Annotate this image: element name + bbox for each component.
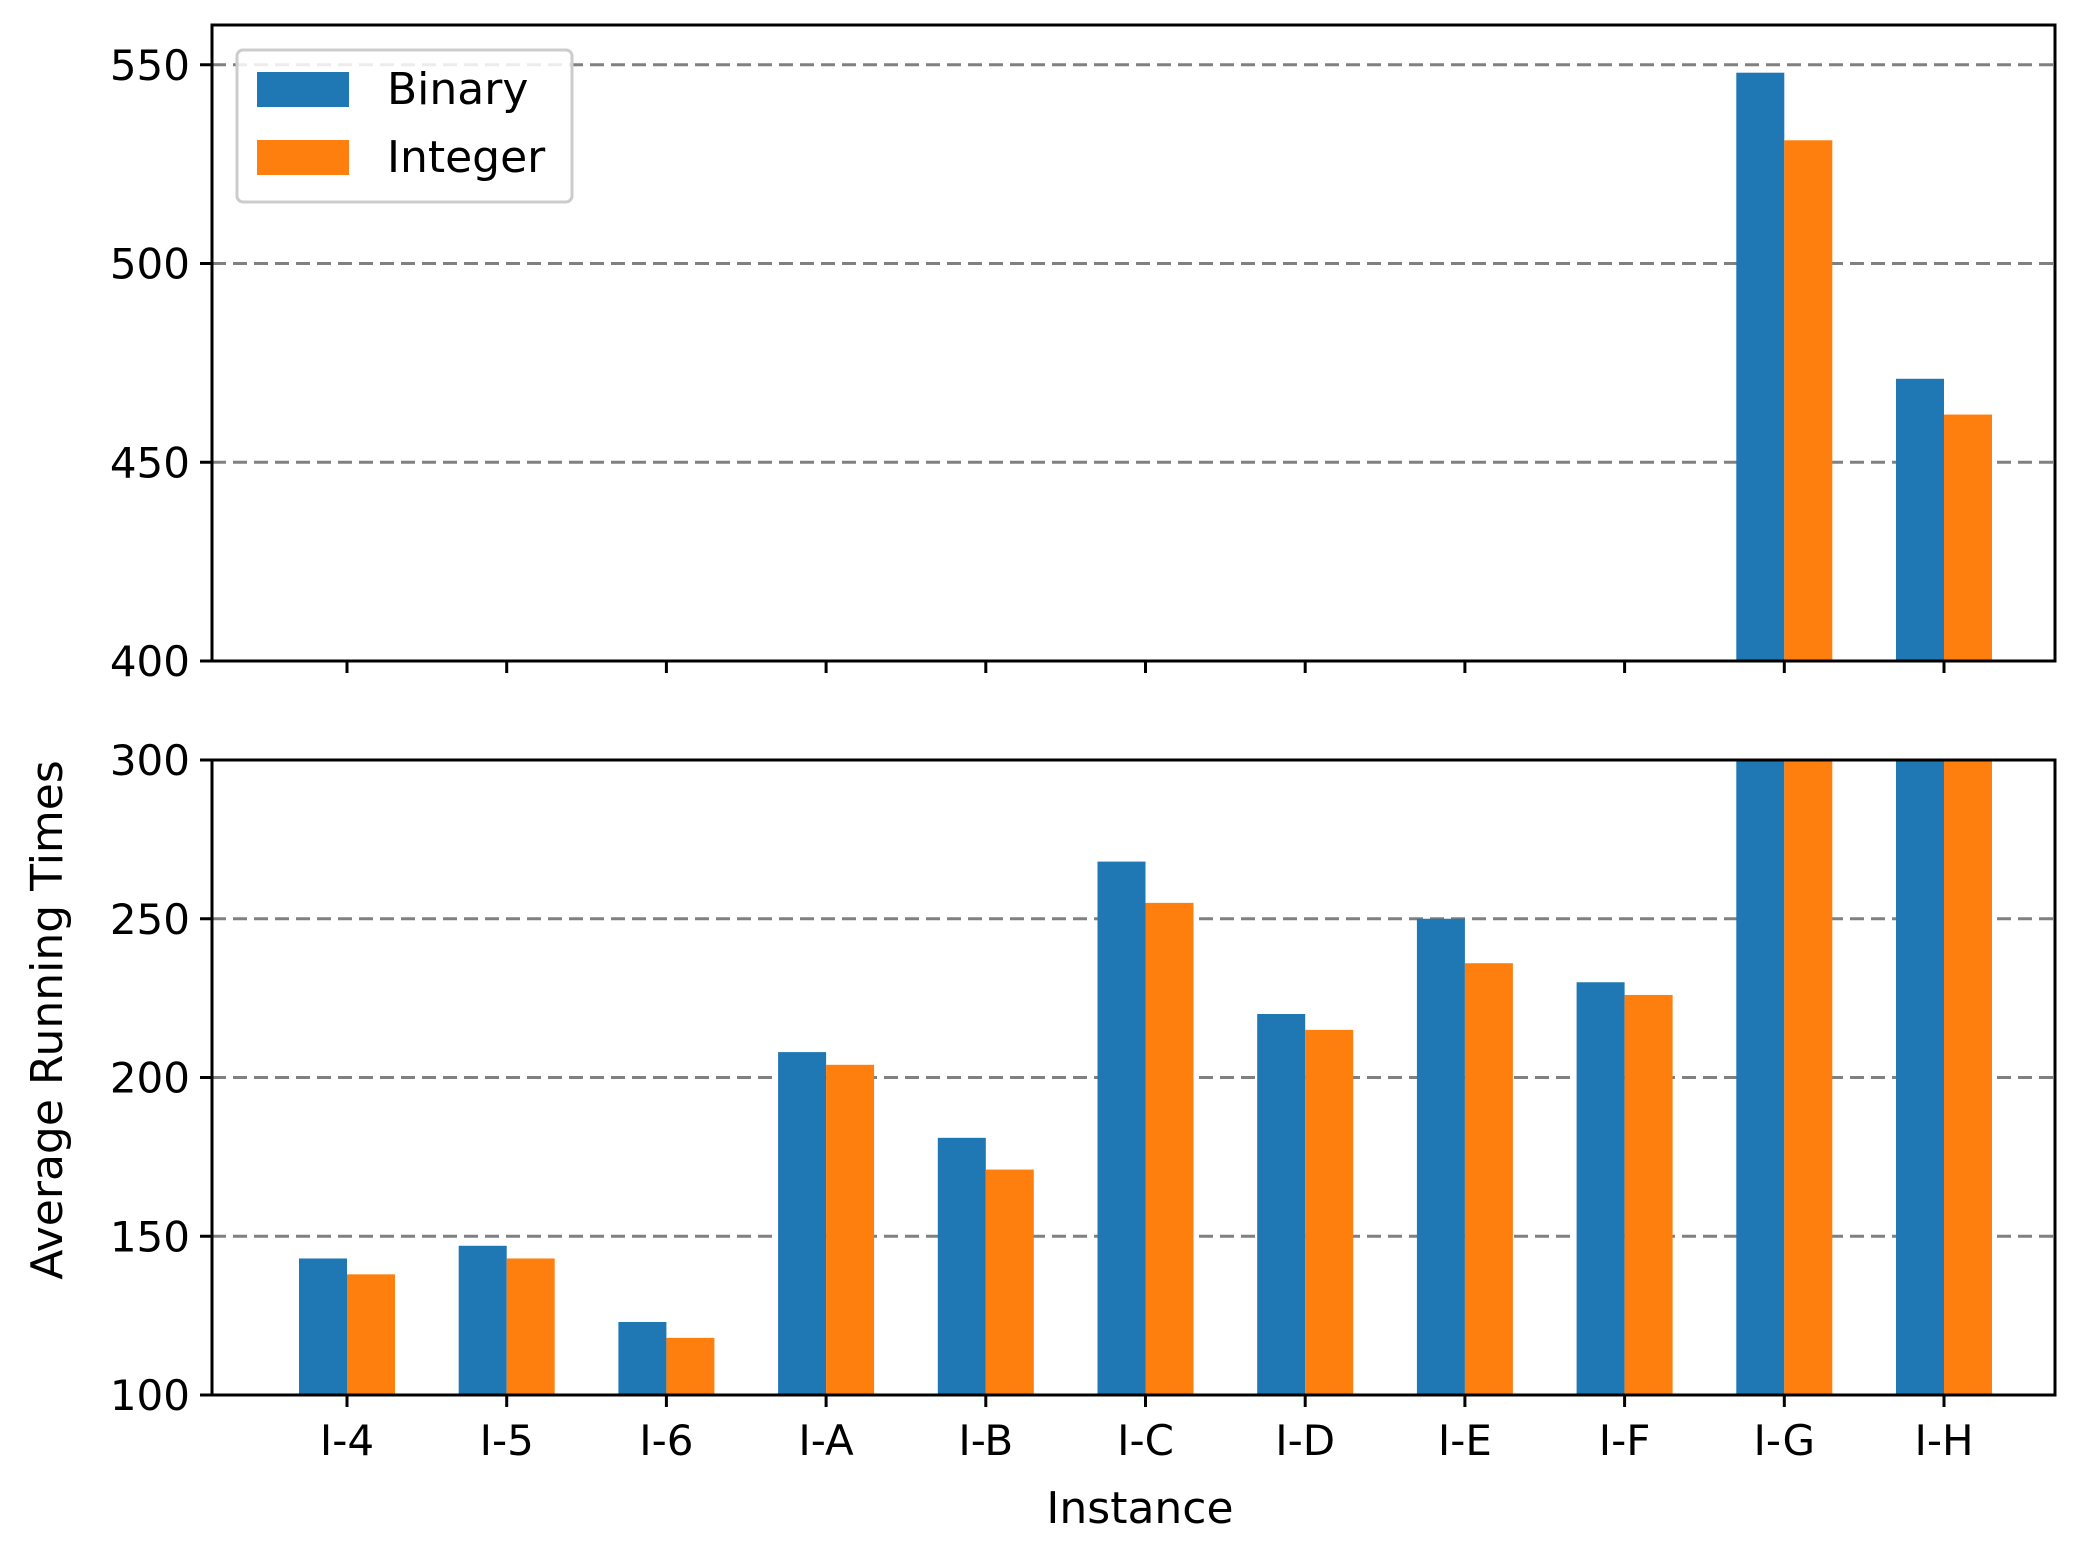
bar-binary-I-E bbox=[1416, 918, 1465, 1395]
lower-ytick-label-150: 150 bbox=[110, 1212, 190, 1261]
upper-frame bbox=[210, 23, 2057, 663]
upper-panel: 400 450 500 550 bbox=[110, 23, 2057, 686]
upper-ytick-label-550: 550 bbox=[110, 41, 190, 90]
bar-binary-I-C bbox=[1097, 861, 1146, 1395]
lower-panel: 100 150 200 250 300 I-4 I-5 I-6 I-A I-B I-C I-D I-E I… bbox=[110, 736, 2057, 1465]
xtick-label-I-4: I-4 bbox=[320, 1416, 374, 1465]
legend-label-binary: Binary bbox=[387, 64, 528, 115]
bar-integer-I-4 bbox=[347, 1274, 395, 1395]
bar-integer-I-H bbox=[1944, 414, 1992, 661]
legend-swatch-binary bbox=[257, 72, 349, 107]
bar-integer-I-D bbox=[1305, 1029, 1354, 1395]
bar-integer-I-F bbox=[1624, 994, 1673, 1395]
bar-binary-I-6 bbox=[618, 1321, 667, 1395]
bar-binary-I-B bbox=[937, 1137, 986, 1395]
legend: Binary Integer bbox=[235, 48, 574, 204]
legend-swatch-integer bbox=[257, 140, 349, 175]
x-axis-label: Instance bbox=[1046, 1483, 1233, 1534]
bar-binary-I-H bbox=[1896, 760, 1944, 1395]
xtick-label-I-F: I-F bbox=[1599, 1416, 1651, 1465]
xtick-label-I-G: I-G bbox=[1753, 1416, 1815, 1465]
bar-integer-I-G bbox=[1784, 760, 1833, 1395]
lower-ytick-label-300: 300 bbox=[110, 736, 190, 785]
bar-integer-I-5 bbox=[506, 1258, 555, 1395]
bar-integer-I-B bbox=[985, 1169, 1034, 1395]
lower-ytick-label-250: 250 bbox=[110, 895, 190, 944]
bar-integer-I-H bbox=[1944, 760, 1992, 1395]
bar-binary-I-F bbox=[1576, 982, 1625, 1395]
xtick-label-I-D: I-D bbox=[1275, 1416, 1335, 1465]
xtick-label-I-H: I-H bbox=[1914, 1416, 1973, 1465]
bar-binary-I-G bbox=[1736, 72, 1785, 661]
bar-integer-I-C bbox=[1145, 902, 1194, 1395]
xtick-label-I-B: I-B bbox=[958, 1416, 1013, 1465]
upper-ytick-label-400: 400 bbox=[110, 637, 190, 686]
xtick-label-I-C: I-C bbox=[1117, 1416, 1174, 1465]
bar-binary-I-G bbox=[1736, 760, 1785, 1395]
legend-label-integer: Integer bbox=[387, 132, 546, 183]
lower-bars bbox=[299, 760, 1992, 1395]
bar-binary-I-4 bbox=[299, 1258, 347, 1395]
bar-integer-I-E bbox=[1464, 963, 1513, 1395]
xtick-label-I-5: I-5 bbox=[480, 1416, 534, 1465]
upper-bars bbox=[1736, 72, 1992, 661]
xtick-label-I-6: I-6 bbox=[639, 1416, 693, 1465]
lower-ytick-label-200: 200 bbox=[110, 1054, 190, 1103]
bar-binary-I-D bbox=[1257, 1014, 1306, 1395]
bar-binary-I-H bbox=[1896, 378, 1944, 661]
bar-binary-I-5 bbox=[458, 1245, 507, 1395]
xtick-label-I-E: I-E bbox=[1438, 1416, 1492, 1465]
xtick-label-I-A: I-A bbox=[798, 1416, 854, 1465]
lower-ytick-label-100: 100 bbox=[110, 1371, 190, 1420]
upper-ytick-label-500: 500 bbox=[110, 240, 190, 289]
bar-integer-I-G bbox=[1784, 140, 1833, 661]
upper-ytick-label-450: 450 bbox=[110, 438, 190, 487]
bar-binary-I-A bbox=[778, 1052, 827, 1395]
y-axis-label: Average Running Times bbox=[22, 760, 73, 1280]
bar-integer-I-A bbox=[826, 1064, 875, 1395]
bar-integer-I-6 bbox=[666, 1337, 715, 1395]
